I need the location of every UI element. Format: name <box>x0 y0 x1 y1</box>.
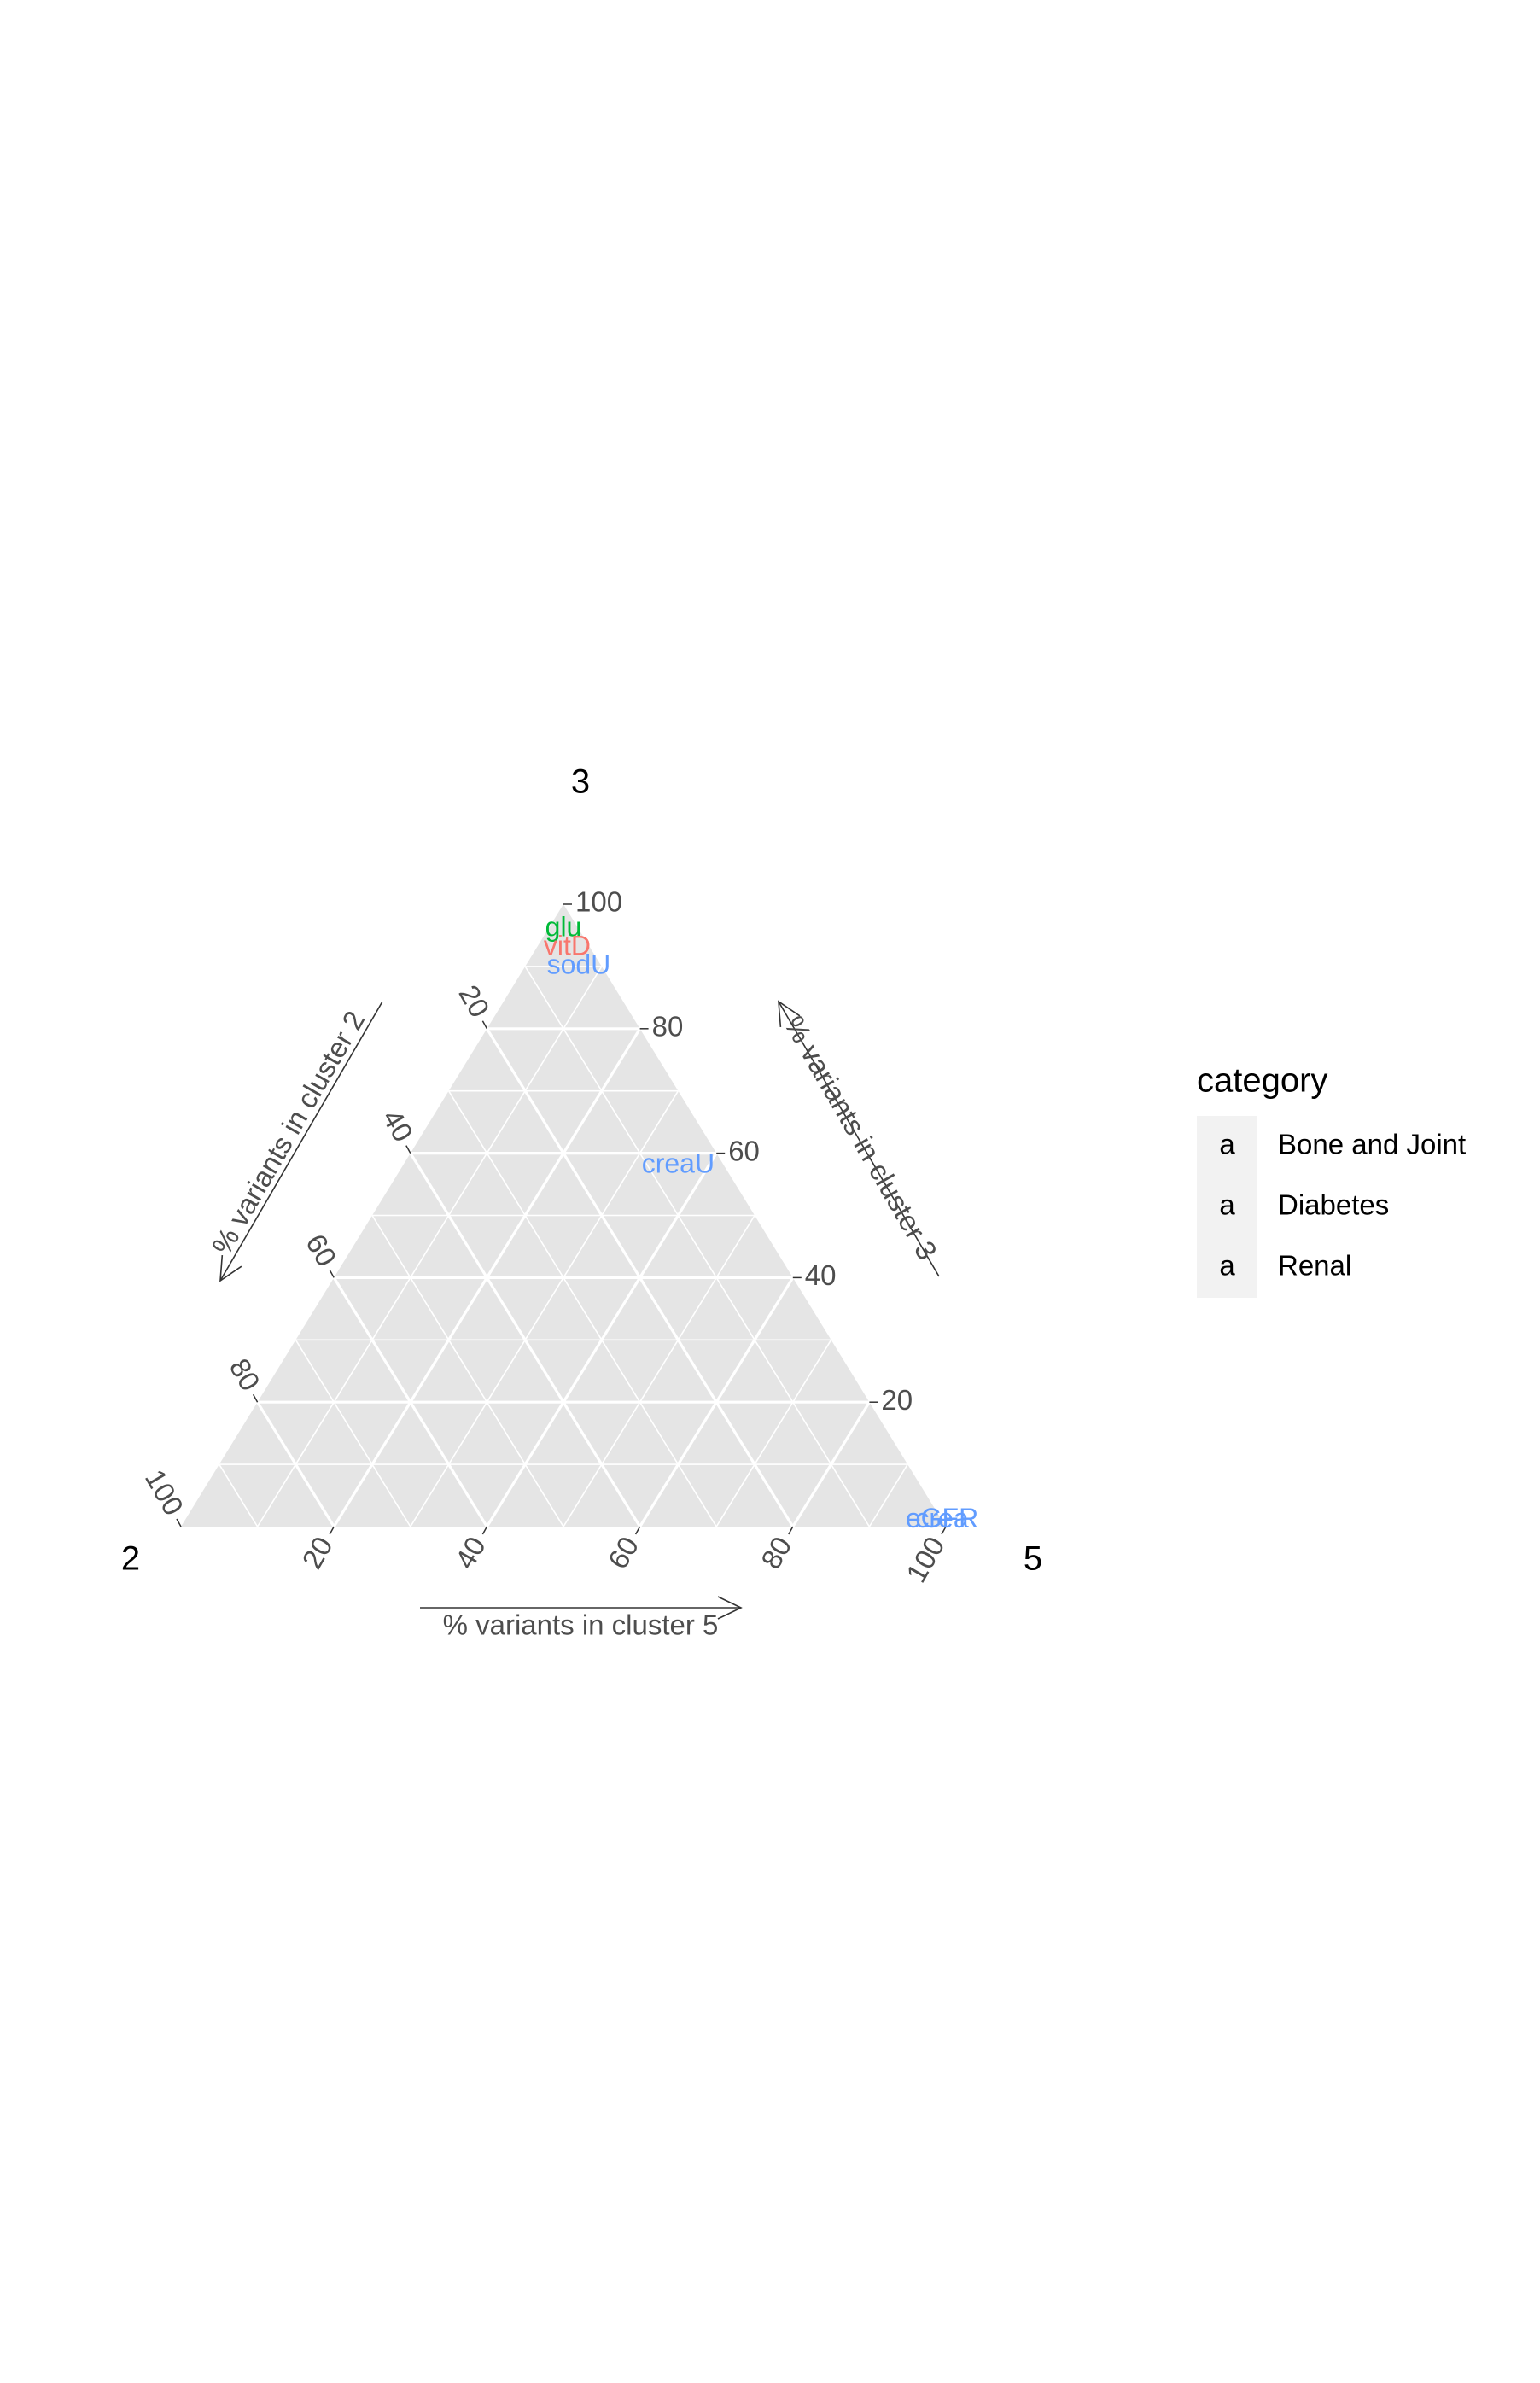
axis-title-cluster5: % variants in cluster 5 <box>443 1609 719 1641</box>
tick-label-cluster3-60: 60 <box>728 1135 760 1166</box>
grid-line-cluster5-10 <box>256 966 603 1527</box>
tick-label-cluster5-20: 20 <box>295 1531 338 1574</box>
point-label-crea: crea <box>915 1503 968 1533</box>
tick-mark-cluster5-100 <box>941 1526 947 1535</box>
legend-label-3: Renal <box>1278 1250 1351 1282</box>
tick-label-cluster2-100: 100 <box>139 1464 190 1521</box>
point-label-glu: glu <box>545 912 582 943</box>
tick-label-cluster3-40: 40 <box>805 1259 837 1291</box>
legend-key-glyph-2: a <box>1219 1189 1235 1221</box>
tick-mark-cluster2-60 <box>329 1270 335 1278</box>
grid-line-cluster5-30 <box>410 1090 680 1527</box>
tick-label-cluster2-20: 20 <box>452 979 495 1022</box>
axis-cluster2-arrow <box>219 1001 383 1282</box>
point-label-sodU: sodU <box>547 949 611 979</box>
legend-title: category <box>1197 1062 1327 1100</box>
tick-mark-cluster2-20 <box>481 1020 488 1030</box>
legend: category a Bone and Joint a Diabetes a Renal <box>1197 1062 1466 1298</box>
legend-key-glyph-1: a <box>1219 1129 1235 1160</box>
grid-line-cluster2-30 <box>447 1090 717 1527</box>
vertex-labels: 3 2 5 <box>121 763 1042 1578</box>
point-label-creaU: creaU <box>642 1148 715 1179</box>
legend-key-3 <box>1197 1237 1257 1298</box>
tick-label-cluster3-100: 100 <box>575 886 622 918</box>
axis-cluster5-arrowhead <box>717 1596 743 1620</box>
grid-line-cluster5-90 <box>868 1463 908 1527</box>
tick-label-cluster2-60: 60 <box>300 1229 342 1271</box>
legend-label-2: Diabetes <box>1278 1189 1389 1221</box>
grid-line-cluster2-90 <box>219 1463 259 1527</box>
grid-line-cluster5-50 <box>563 1215 755 1527</box>
axis-cluster3-arrowhead <box>778 1000 801 1027</box>
tick-mark-cluster2-100 <box>176 1518 182 1527</box>
axis-title-cluster3: % variants in cluster 3 <box>779 1011 943 1265</box>
grid-line-cluster2-80 <box>256 1401 335 1527</box>
axis-cluster2-arrowhead <box>219 1255 242 1282</box>
vertex-label-left: 2 <box>121 1540 140 1578</box>
point-label-vitD: vitD <box>544 930 591 961</box>
tick-label-cluster2-80: 80 <box>224 1353 266 1396</box>
tick-label-cluster5-100: 100 <box>900 1531 951 1587</box>
tick-mark-cluster2-40 <box>405 1145 411 1154</box>
tick-label-cluster2-40: 40 <box>376 1104 419 1147</box>
legend-key-glyph-3: a <box>1219 1250 1235 1282</box>
tick-mark-cluster5-20 <box>329 1526 335 1535</box>
tick-mark-cluster5-80 <box>788 1526 794 1535</box>
vertex-label-right: 5 <box>1024 1540 1042 1578</box>
tick-mark-cluster5-40 <box>481 1526 488 1535</box>
legend-key-1 <box>1197 1116 1257 1177</box>
grid-line-cluster5-80 <box>791 1401 871 1527</box>
grid-line-cluster5-70 <box>715 1339 832 1527</box>
grid-line-cluster2-60 <box>332 1276 488 1527</box>
grid-line-cluster5-60 <box>639 1276 795 1527</box>
axis-cluster3-arrow <box>778 1001 940 1277</box>
grid-line-cluster2-50 <box>371 1215 564 1527</box>
grid-lines <box>219 966 908 1527</box>
vertex-label-top: 3 <box>571 763 590 801</box>
tick-label-cluster3-80: 80 <box>652 1011 684 1043</box>
legend-label-1: Bone and Joint <box>1278 1129 1466 1160</box>
tick-label-cluster5-40: 40 <box>449 1531 492 1574</box>
tick-label-cluster5-80: 80 <box>755 1531 797 1574</box>
tick-label-cluster3-20: 20 <box>881 1384 913 1416</box>
tick-mark-cluster2-80 <box>252 1393 259 1403</box>
tick-mark-cluster5-60 <box>634 1526 641 1535</box>
grid-line-cluster2-10 <box>524 966 871 1527</box>
tick-label-cluster5-60: 60 <box>602 1531 645 1574</box>
grid-line-cluster2-70 <box>295 1339 411 1527</box>
axis-title-cluster2: % variants in cluster 2 <box>206 1006 370 1260</box>
legend-key-2 <box>1197 1177 1257 1237</box>
point-label-eGFR: eGFR <box>906 1503 978 1533</box>
